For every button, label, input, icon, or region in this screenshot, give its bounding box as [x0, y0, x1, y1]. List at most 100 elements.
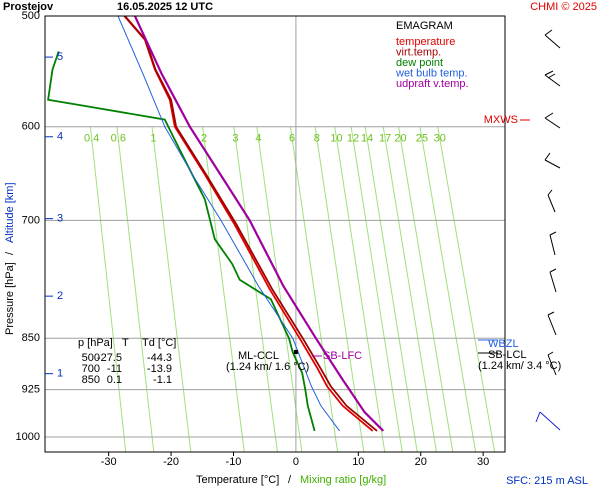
table-header: T	[122, 337, 129, 349]
wind-barb	[547, 351, 557, 376]
wind-barb	[544, 29, 561, 49]
profile-line	[133, 16, 385, 432]
altitude-label: 5	[57, 51, 63, 63]
ccl-marker	[293, 350, 298, 354]
y-label-group: Pressure [hPa] / Altitude [km]	[4, 182, 16, 335]
altitude-label: 1	[57, 368, 63, 380]
mixing-ratio-label: 8	[314, 133, 320, 145]
mixing-ratio-label: 12	[347, 133, 359, 145]
x-tick-label: -10	[226, 456, 242, 468]
y-tick-label: 850	[22, 332, 40, 344]
annotation: SB-LFC	[323, 350, 362, 362]
x-tick-label: 10	[352, 456, 364, 468]
table-cell: 700	[82, 363, 100, 375]
mixing-ratio-label: 25	[416, 133, 428, 145]
mixing-ratio-label: 6	[289, 133, 295, 145]
table-cell: 0.1	[107, 374, 122, 386]
mixing-ratio-line	[437, 126, 496, 452]
profile-line	[117, 16, 341, 432]
y-label-sep: /	[4, 251, 16, 255]
mixing-ratio-line	[116, 126, 155, 452]
mixing-ratio-label: 4	[255, 133, 261, 145]
mixing-ratio-label: 0.4	[84, 133, 99, 145]
wind-barb	[547, 311, 557, 336]
annotation: SB-LCL	[488, 349, 527, 361]
x-tick-label: 20	[415, 456, 427, 468]
wind-barb	[549, 231, 557, 256]
y-tick-label: 925	[22, 384, 40, 396]
legend-entry: wet bulb temp.	[395, 67, 468, 79]
y-tick-label: 700	[22, 214, 40, 226]
mixing-ratio-line	[419, 126, 477, 452]
mixing-ratio-line	[256, 126, 303, 452]
x-tick-label: 0	[293, 456, 299, 468]
annotation: ML-CCL	[238, 350, 279, 362]
y-tick-label: 600	[22, 121, 40, 133]
table-cell: -11	[107, 363, 122, 375]
profile-line	[47, 51, 316, 432]
mixing-ratio-line	[398, 126, 454, 452]
x-label-sep: /	[288, 474, 292, 486]
mixing-ratio-line	[89, 126, 127, 452]
mixing-ratio-line	[151, 126, 192, 452]
y-label: Pressure [hPa]	[4, 262, 16, 335]
y-tick-label: 1000	[16, 431, 40, 443]
altitude-label: 4	[57, 131, 63, 143]
annotation: WBZL	[488, 338, 519, 350]
legend-title: EMAGRAM	[396, 20, 453, 32]
wind-barb	[535, 411, 561, 431]
mixing-ratio-label: 30	[434, 133, 446, 145]
mixing-ratio-line	[382, 126, 437, 452]
legend-entry: udpraft v.temp.	[396, 78, 469, 90]
station: Prostejov	[3, 1, 54, 13]
table-cell: 850	[82, 374, 100, 386]
credit: CHMI © 2025	[530, 1, 597, 13]
legend-entry: virt.temp.	[396, 46, 441, 58]
wind-barb	[549, 268, 557, 293]
legend-entry: temperature	[396, 36, 455, 48]
x-tick-label: -30	[101, 456, 117, 468]
mixing-ratio-label: 2	[201, 133, 207, 145]
wind-barb	[547, 189, 556, 213]
table-cell: -27.5	[97, 352, 122, 364]
wind-barb	[544, 152, 561, 169]
title: 16.05.2025 12 UTC	[117, 1, 213, 13]
mixing-ratio-line	[350, 126, 403, 452]
mixing-ratio-label: 14	[361, 133, 373, 145]
mixing-ratio-label: 10	[330, 133, 342, 145]
mixing-ratio-label: 0.6	[111, 133, 126, 145]
mixing-ratio-label: 3	[232, 133, 238, 145]
mixing-ratio-label: 17	[379, 133, 391, 145]
table-cell: 500	[82, 352, 100, 364]
x-label-mixing: Mixing ratio [g/kg]	[300, 474, 386, 486]
altitude-label: 2	[57, 290, 63, 302]
y-tick-label: 500	[22, 10, 40, 22]
table-cell: -44.3	[147, 352, 172, 364]
mixing-ratio-line	[289, 126, 339, 452]
plot-frame	[44, 15, 506, 453]
mixing-ratio-line	[334, 126, 386, 452]
wind-barb	[544, 70, 561, 87]
table-cell: -13.9	[147, 363, 172, 375]
mixing-ratio-line	[364, 126, 418, 452]
annotation: MXWS	[484, 114, 518, 126]
altitude-label: 3	[57, 213, 63, 225]
wind-barbs	[535, 29, 561, 431]
table-header: p [hPa]	[78, 337, 113, 349]
x-tick-label: -20	[163, 456, 179, 468]
wind-barb	[544, 112, 561, 129]
x-tick-label: 30	[477, 456, 489, 468]
table-cell: -1.1	[153, 374, 172, 386]
mixing-ratio-label: 1	[150, 133, 156, 145]
mixing-ratio-label: 20	[394, 133, 406, 145]
y-label-alt: Altitude [km]	[4, 182, 16, 243]
annotation: (1.24 km/ 1.6 °C)	[226, 361, 309, 373]
annotation: (1.24 km/ 3.4 °C)	[478, 360, 561, 372]
profile-line	[124, 16, 378, 432]
x-label: Temperature [°C]	[196, 474, 279, 486]
plot	[45, 16, 505, 452]
surface-note: SFC: 215 m ASL	[506, 475, 588, 487]
table-header: Td [°C]	[142, 337, 176, 349]
